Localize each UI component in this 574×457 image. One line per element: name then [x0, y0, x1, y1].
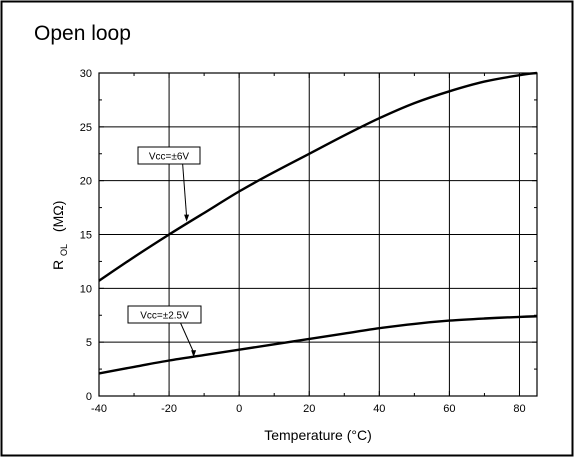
y-tick-labels: 0 5 10 15 20 25 30 — [80, 68, 92, 403]
y-tick-label: 30 — [80, 68, 92, 80]
annotation-arrow — [182, 163, 188, 217]
x-tick-label: -20 — [161, 403, 177, 415]
x-tick-label: 40 — [373, 403, 385, 415]
series-line-1 — [98, 315, 538, 375]
series-group — [98, 71, 538, 375]
annotation-arrowhead — [191, 350, 197, 358]
y-tick-label: 0 — [86, 391, 92, 403]
chart-title: Open loop — [34, 22, 131, 45]
annotation-label: Vcc=±2.5V — [140, 311, 189, 322]
y-tick-label: 25 — [80, 122, 92, 134]
grid — [99, 73, 537, 396]
series-line-0 — [98, 71, 538, 282]
x-tick-label: 60 — [443, 403, 455, 415]
x-axis-label: Temperature (°C) — [264, 427, 372, 443]
x-tick-label: 20 — [303, 403, 315, 415]
y-axis-label-subscript: OL — [59, 244, 69, 256]
x-tick-labels: -40 -20 0 20 40 60 80 — [91, 403, 526, 415]
x-tick-label: 80 — [513, 403, 525, 415]
x-tick-label: 0 — [236, 403, 242, 415]
y-tick-label: 5 — [86, 337, 92, 349]
annotation-label: Vcc=±6V — [149, 152, 190, 163]
svg-text:R OL (MΩ): R OL (MΩ) — [50, 201, 70, 270]
annotation-arrowhead — [184, 214, 190, 222]
y-axis-label: R OL (MΩ) — [50, 201, 70, 270]
x-tick-label: -40 — [91, 403, 107, 415]
axis-ticks — [98, 72, 537, 397]
annotations: Vcc=±6V Vcc=±2.5V — [127, 146, 202, 358]
y-axis-label-unit: (MΩ) — [50, 201, 66, 232]
annotation-arrow — [180, 322, 195, 353]
y-tick-label: 10 — [80, 283, 92, 295]
y-axis-label-main: R — [50, 260, 66, 270]
annotation-box — [137, 146, 201, 165]
annotation-box — [127, 305, 202, 324]
y-tick-label: 20 — [80, 176, 92, 188]
y-tick-label: 15 — [80, 230, 92, 242]
